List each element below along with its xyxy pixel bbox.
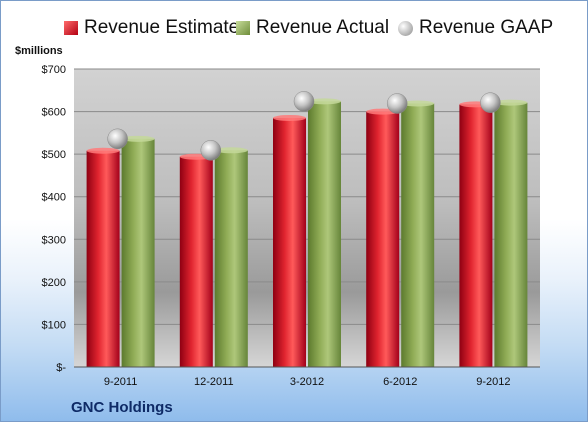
legend-label-gaap: Revenue GAAP — [419, 17, 554, 38]
x-tick-label: 12-2011 — [194, 376, 234, 388]
x-tick-label: 6-2012 — [383, 376, 417, 388]
legend-item-revenue-actual: Revenue Actual — [236, 17, 389, 39]
bar-top-highlight — [494, 99, 528, 106]
y-axis-unit-label: $millions — [15, 45, 63, 57]
legend-swatch-actual — [236, 21, 250, 35]
bar-revenue-actual — [401, 103, 435, 368]
marker-revenue-gaap — [386, 93, 408, 114]
marker-revenue-gaap — [107, 128, 128, 150]
y-tick-label: $400 — [42, 192, 66, 204]
bar-top-highlight — [214, 147, 248, 154]
y-tick-label: $300 — [42, 234, 66, 246]
legend-item-revenue-estimate: Revenue Estimate — [64, 17, 239, 39]
company-name: GNC Holdings — [71, 399, 173, 416]
bar-revenue-actual — [214, 150, 248, 367]
x-tick-label: 3-2012 — [290, 376, 324, 388]
bar-revenue-estimate — [366, 111, 400, 367]
bar-top-highlight — [273, 114, 306, 121]
y-tick-label: $600 — [42, 107, 66, 119]
bar-revenue-estimate — [459, 104, 493, 367]
bar-revenue-actual — [121, 138, 155, 367]
bar-top-highlight — [308, 98, 341, 105]
legend-item-revenue-gaap: Revenue GAAP — [398, 17, 553, 39]
y-tick-label: $500 — [42, 149, 66, 161]
legend-label-estimate: Revenue Estimate — [84, 17, 240, 38]
y-tick-label: $- — [56, 362, 66, 374]
x-tick-label: 9-2011 — [104, 376, 137, 388]
y-tick-label: $100 — [42, 319, 66, 331]
marker-revenue-gaap — [480, 92, 501, 113]
legend: Revenue Estimate Revenue Actual Revenue … — [1, 17, 588, 43]
x-tick-label: 9-2012 — [476, 376, 510, 388]
y-tick-label: $700 — [42, 64, 66, 76]
bar-revenue-estimate — [273, 117, 306, 367]
bar-top-highlight — [86, 147, 120, 154]
bar-revenue-estimate — [86, 150, 120, 367]
legend-label-actual: Revenue Actual — [256, 17, 390, 38]
bar-revenue-actual — [308, 101, 341, 368]
bar-revenue-actual — [494, 102, 528, 367]
bar-revenue-estimate — [179, 156, 213, 367]
marker-revenue-gaap — [200, 140, 222, 161]
marker-revenue-gaap — [293, 91, 315, 112]
y-tick-label: $200 — [42, 277, 66, 289]
bar-top-highlight — [401, 100, 435, 107]
bar-top-highlight — [121, 135, 155, 142]
legend-swatch-gaap — [398, 20, 413, 36]
legend-swatch-estimate — [64, 21, 78, 35]
